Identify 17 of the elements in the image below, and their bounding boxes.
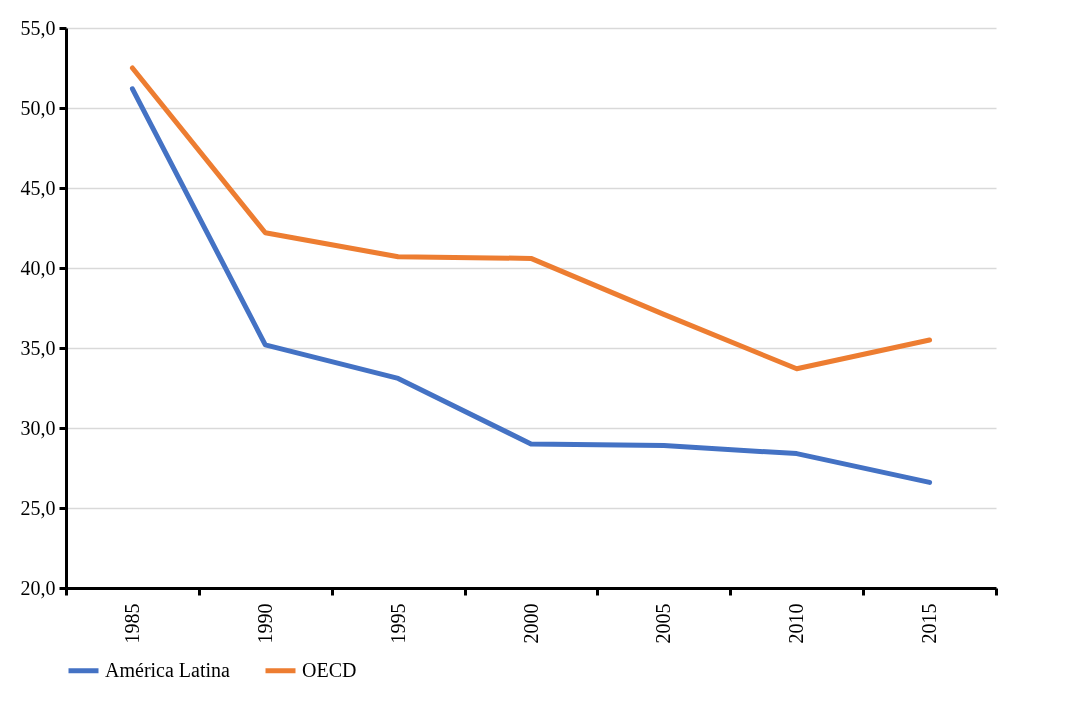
y-tick-label: 35,0 <box>20 336 56 359</box>
x-tick-label: 2000 <box>519 603 542 644</box>
x-tick-label: 1990 <box>253 603 276 644</box>
x-tick-label: 2005 <box>652 603 675 644</box>
y-tick-label: 45,0 <box>20 176 56 199</box>
x-tick-label: 2015 <box>918 603 941 644</box>
y-tick-label: 25,0 <box>20 496 56 519</box>
y-tick-label: 30,0 <box>20 416 56 439</box>
x-tick-label: 1985 <box>120 603 143 644</box>
legend-label: OECD <box>302 658 357 681</box>
y-tick-label: 40,0 <box>20 256 56 279</box>
x-tick-label: 1995 <box>386 603 409 644</box>
legend-label: América Latina <box>105 658 231 681</box>
y-tick-label: 50,0 <box>20 96 56 119</box>
y-tick-label: 55,0 <box>20 16 56 39</box>
y-tick-label: 20,0 <box>20 576 56 599</box>
x-tick-label: 2010 <box>785 603 808 644</box>
